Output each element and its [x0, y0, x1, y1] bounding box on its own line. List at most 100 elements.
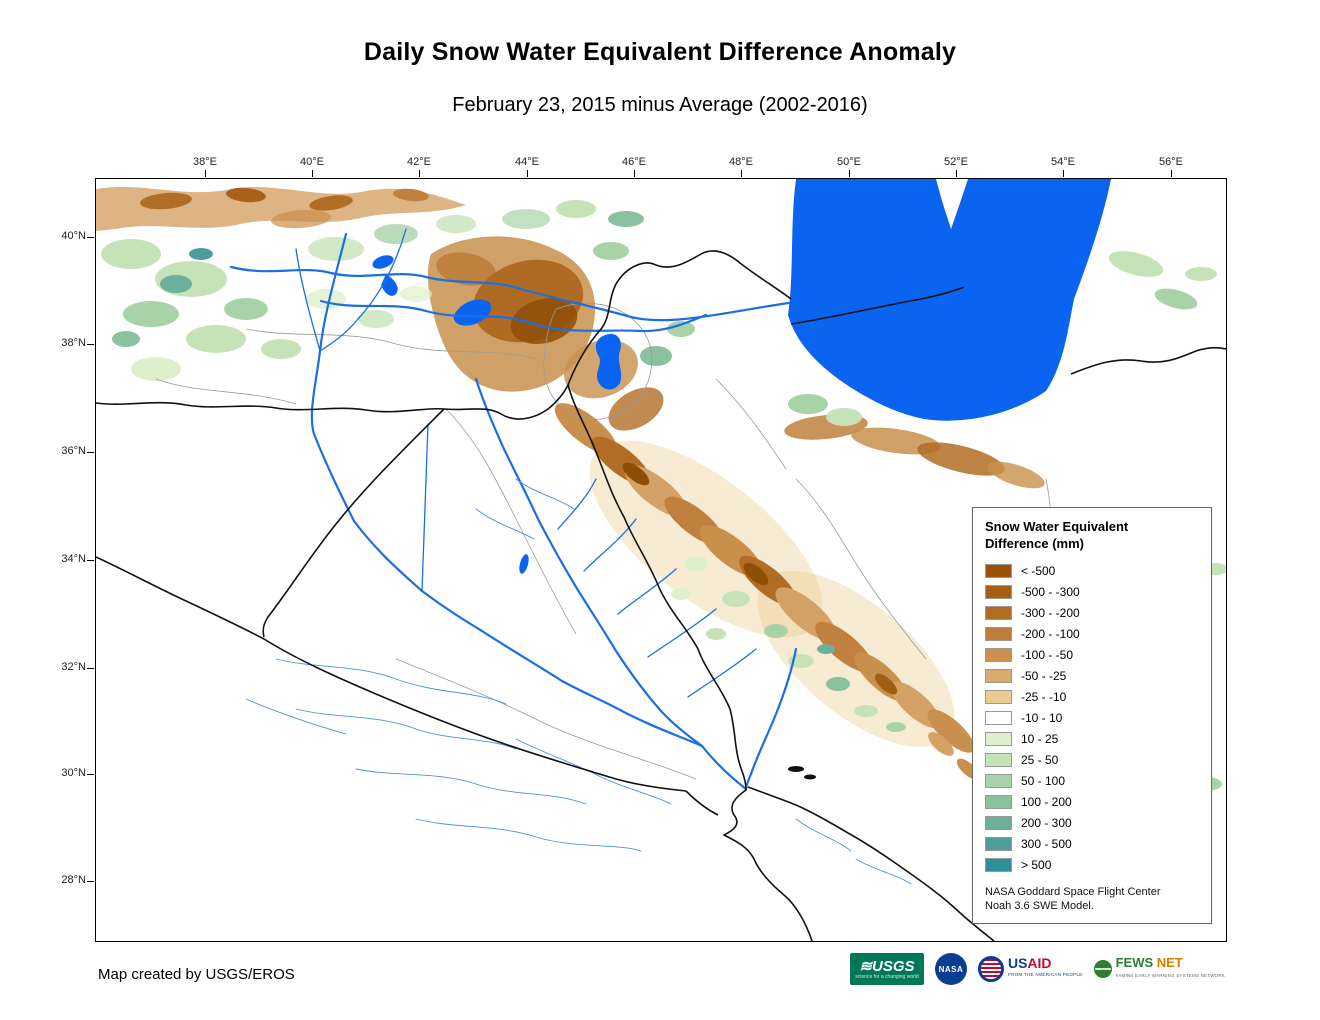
usaid-logo: USAID FROM THE AMERICAN PEOPLE — [977, 955, 1083, 982]
border-iraq-saudi — [263, 638, 687, 792]
fewsnet-logo: FEWS NET FAMINE EARLY WARNING SYSTEMS NE… — [1093, 956, 1225, 982]
coast-gulf-east — [747, 786, 995, 941]
lat-tick — [87, 774, 94, 775]
river-tigris — [474, 377, 704, 748]
legend-label: -50 - -25 — [1021, 668, 1067, 683]
legend-swatch — [985, 836, 1012, 851]
legend-item: -50 - -25 — [985, 665, 1199, 686]
fewsnet-text: FEWS NET FAMINE EARLY WARNING SYSTEMS NE… — [1116, 956, 1225, 982]
legend-swatch — [985, 857, 1012, 872]
border-iran-east-of-caspian — [1070, 346, 1226, 375]
legend-swatch — [985, 647, 1012, 662]
legend-item: 10 - 25 — [985, 728, 1199, 749]
border-iran-azerbaijan-sea — [790, 286, 965, 325]
legend-swatch — [985, 626, 1012, 641]
legend-label: -10 - 10 — [1021, 710, 1063, 725]
lat-label: 28°N — [61, 874, 86, 886]
lat-tick — [87, 668, 94, 669]
lake-sevan — [372, 255, 394, 269]
legend-swatch — [985, 689, 1012, 704]
usaid-word-us: US — [1007, 955, 1028, 971]
legend-item: < -500 — [985, 560, 1199, 581]
lon-tick — [849, 170, 850, 177]
usaid-text: USAID FROM THE AMERICAN PEOPLE — [1007, 955, 1083, 981]
legend-source-line2: Noah 3.6 SWE Model. — [985, 900, 1094, 912]
lake-van — [453, 299, 492, 326]
coast-gulf-west — [723, 789, 813, 941]
legend-title-line2: Difference (mm) — [985, 536, 1084, 551]
river-kura — [229, 265, 791, 322]
legend-source: NASA Goddard Space Flight Center Noah 3.… — [985, 885, 1199, 913]
border-iran-iraq — [567, 384, 747, 791]
lon-tick — [741, 170, 742, 177]
legend-item: 200 - 300 — [985, 812, 1199, 833]
legend-swatch — [985, 605, 1012, 620]
legend-label: 300 - 500 — [1021, 836, 1072, 851]
lat-tick — [87, 560, 94, 561]
fewsnet-tagline: FAMINE EARLY WARNING SYSTEMS NETWORK — [1115, 973, 1225, 978]
legend-item: -200 - -100 — [985, 623, 1199, 644]
legend-swatch — [985, 710, 1012, 725]
water-bodies — [372, 179, 1111, 574]
gulf-island — [788, 766, 804, 772]
legend-swatch — [985, 815, 1012, 830]
usgs-word: USGS — [872, 957, 915, 975]
fews-word: FEWS — [1115, 955, 1154, 970]
globe-icon — [1093, 960, 1112, 978]
logo-strip: ≋USGS science for a changing world NASA … — [849, 953, 1225, 985]
legend-label: > 500 — [1021, 857, 1052, 872]
legend-item: -500 - -300 — [985, 581, 1199, 602]
legend-item: 100 - 200 — [985, 791, 1199, 812]
gulf-island — [804, 774, 816, 780]
lake-tharthar — [519, 554, 529, 574]
map-credit: Map created by USGS/EROS — [98, 966, 295, 983]
usgs-logo: ≋USGS science for a changing world — [849, 953, 924, 985]
lon-tick — [205, 170, 206, 177]
legend-label: -25 - -10 — [1021, 689, 1067, 704]
lon-label: 42°E — [407, 156, 431, 168]
country-borders — [96, 250, 1226, 941]
nasa-word: NASA — [938, 964, 964, 974]
legend-label: 200 - 300 — [1021, 815, 1072, 830]
legend-label: 50 - 100 — [1021, 773, 1066, 788]
usgs-tagline: science for a changing world — [855, 973, 919, 980]
net-word: NET — [1156, 955, 1183, 970]
lon-tick — [956, 170, 957, 177]
legend-swatch — [985, 773, 1012, 788]
usaid-tagline: FROM THE AMERICAN PEOPLE — [1007, 972, 1083, 977]
border-turkey-syria-iraq — [96, 384, 569, 420]
lat-label: 40°N — [61, 230, 86, 242]
usgs-waves-icon: ≋ — [859, 957, 872, 975]
lake-urmia — [595, 333, 622, 390]
lat-label: 36°N — [61, 445, 86, 457]
lat-tick — [87, 881, 94, 882]
legend-swatch — [985, 752, 1012, 767]
legend-item: -10 - 10 — [985, 707, 1199, 728]
river-karun — [744, 647, 798, 792]
legend-item: 50 - 100 — [985, 770, 1199, 791]
legend-item: > 500 — [985, 854, 1199, 875]
legend-label: -500 - -300 — [1021, 584, 1080, 599]
lon-label: 48°E — [729, 156, 753, 168]
lat-tick — [87, 452, 94, 453]
lat-label: 30°N — [61, 767, 86, 779]
usaid-emblem-icon — [977, 956, 1004, 982]
lon-label: 52°E — [944, 156, 968, 168]
legend-rows: < -500 -500 - -300 -300 - -200 -200 - -1… — [985, 560, 1199, 875]
legend-title-line1: Snow Water Equivalent — [985, 519, 1129, 534]
lon-label: 46°E — [622, 156, 646, 168]
map-svg — [96, 179, 1226, 941]
terrain-positive-anomaly — [101, 200, 1226, 825]
border-kuwait — [685, 790, 719, 816]
lat-label: 34°N — [61, 553, 86, 565]
lon-tick — [527, 170, 528, 177]
legend-source-line1: NASA Goddard Space Flight Center — [985, 886, 1161, 898]
legend-item: 300 - 500 — [985, 833, 1199, 854]
legend-label: -200 - -100 — [1021, 626, 1080, 641]
border-turkey-iran-caucasus — [567, 250, 792, 386]
lat-label: 38°N — [61, 337, 86, 349]
legend-item: -25 - -10 — [985, 686, 1199, 707]
usaid-word-aid: AID — [1027, 955, 1052, 971]
legend-swatch — [985, 731, 1012, 746]
